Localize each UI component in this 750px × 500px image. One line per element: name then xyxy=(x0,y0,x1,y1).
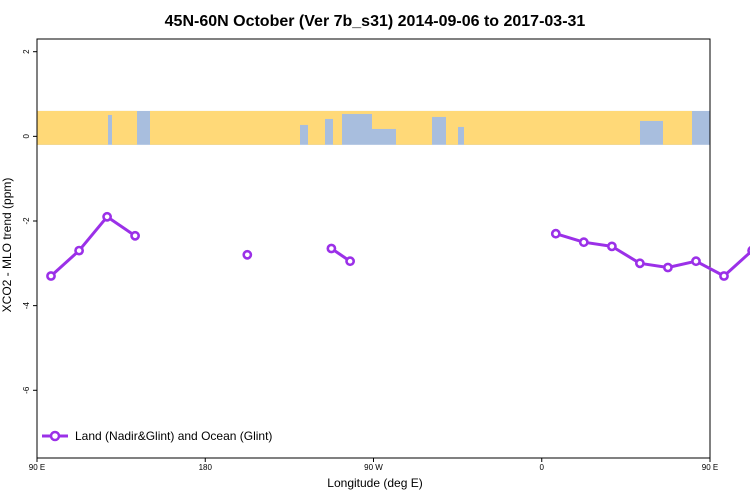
data-point xyxy=(102,211,112,222)
map-land-patch xyxy=(308,110,325,145)
legend: Land (Nadir&Glint) and Ocean (Glint) xyxy=(42,429,272,443)
x-tick-label: 90 E xyxy=(702,463,718,472)
y-tick-label: -2 xyxy=(22,217,31,225)
map-land-patch xyxy=(342,110,372,114)
data-point xyxy=(130,230,140,241)
legend-marker xyxy=(49,430,61,442)
x-axis-ticks: 90 E 180 90 W 0 90 E xyxy=(29,458,718,472)
map-band xyxy=(37,110,710,145)
data-point xyxy=(607,241,617,252)
data-point xyxy=(326,243,337,254)
map-land-patch xyxy=(150,110,300,145)
map-land-patch xyxy=(333,110,342,145)
map-land-patch xyxy=(37,110,108,145)
data-point xyxy=(578,237,589,248)
data-point xyxy=(663,262,673,273)
map-land-patch xyxy=(663,110,692,145)
map-land-patch xyxy=(325,110,333,119)
y-tick-label: -4 xyxy=(22,302,31,310)
map-land-patch xyxy=(300,110,308,125)
data-point xyxy=(719,271,729,281)
x-tick-label: 0 xyxy=(540,463,545,472)
map-land-patch xyxy=(446,110,458,145)
data-point xyxy=(46,271,56,281)
y-tick-label: 2 xyxy=(22,49,31,54)
y-tick-label: 0 xyxy=(22,134,31,139)
map-land-patch xyxy=(396,110,432,145)
series-line xyxy=(49,215,136,278)
chart-title: 45N-60N October (Ver 7b_s31) 2014-09-06 … xyxy=(165,13,586,30)
map-land-patch xyxy=(640,110,663,121)
x-tick-label: 180 xyxy=(199,463,213,472)
data-point xyxy=(550,228,561,239)
map-land-patch xyxy=(432,110,446,117)
map-land-patch xyxy=(464,110,640,145)
legend-label: Land (Nadir&Glint) and Ocean (Glint) xyxy=(75,429,272,443)
x-axis-label: Longitude (deg E) xyxy=(327,476,422,490)
data-point xyxy=(691,256,701,267)
x-tick-label: 90 W xyxy=(364,463,383,472)
series-layer xyxy=(46,211,750,281)
map-land-patch xyxy=(112,110,137,123)
data-point xyxy=(635,258,645,269)
x-tick-label: 90 E xyxy=(29,463,45,472)
data-point xyxy=(345,256,355,267)
y-axis-ticks: 2 0 -2 -4 -6 xyxy=(22,49,37,394)
y-tick-label: -6 xyxy=(22,386,31,394)
series-line xyxy=(555,232,750,278)
data-point xyxy=(74,245,84,256)
y-axis-label: XCO2 - MLO trend (ppm) xyxy=(0,178,14,313)
map-land-patch xyxy=(458,110,464,127)
map-land xyxy=(37,110,692,145)
map-land-patch xyxy=(372,110,396,129)
data-point xyxy=(242,249,253,260)
